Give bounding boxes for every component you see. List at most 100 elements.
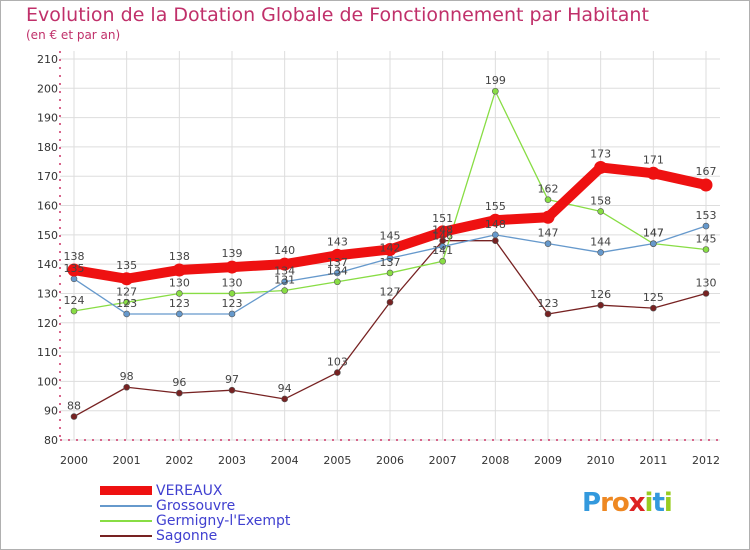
data-label: 158 [590,194,611,207]
proxiti-logo: Proxiti [582,488,673,518]
data-label: 151 [432,212,453,225]
data-label: 94 [278,382,292,395]
data-point [278,257,292,271]
data-point [650,304,657,312]
data-point [386,269,394,277]
legend-label: VEREAUX [156,483,223,499]
data-point [597,208,604,215]
data-label: 147 [643,227,664,240]
logo-letter: i [644,488,654,518]
legend-label: Germigny-l'Exempt [156,513,291,529]
data-point [386,298,394,306]
data-point [176,389,183,397]
data-point [120,272,134,286]
x-tick-label: 2007 [429,454,457,467]
data-label: 171 [643,153,664,166]
data-point [492,237,499,245]
legend-swatch [100,486,152,495]
data-label: 145 [380,230,401,243]
x-tick-label: 2008 [481,454,509,467]
logo-letter: r [600,488,613,518]
data-label: 98 [120,370,134,383]
logo-letter: o [611,488,630,518]
data-point [436,225,450,239]
data-label: 173 [590,147,611,160]
data-label: 97 [225,373,239,386]
data-point [67,263,81,277]
data-point [172,263,186,277]
data-point [123,310,130,318]
data-label: 144 [590,235,611,248]
data-label: 134 [274,265,295,278]
data-label: 131 [274,274,295,287]
y-tick-label: 120 [37,317,58,330]
x-tick-label: 2001 [113,454,141,467]
data-point [176,310,183,318]
data-label: 147 [643,227,664,240]
logo-letter: P [582,488,601,518]
data-label: 130 [169,276,190,289]
data-label: 123 [116,297,137,310]
data-point [123,383,130,391]
data-point [383,243,397,256]
chart-title: Evolution de la Dotation Globale de Fonc… [26,4,649,26]
y-tick-label: 150 [37,229,58,242]
data-label: 155 [485,200,506,213]
data-label: 135 [64,262,85,275]
data-point [597,301,604,309]
y-tick-label: 180 [37,141,58,154]
data-label: 148 [432,224,453,237]
data-point [281,395,288,403]
x-tick-label: 2004 [271,454,299,467]
y-tick-label: 90 [44,405,58,418]
data-point [544,310,552,318]
legend-swatch [100,520,152,522]
data-label: 135 [116,259,137,272]
data-point [439,257,446,265]
data-label: 153 [696,209,717,222]
data-point [544,240,552,247]
data-label: 143 [327,235,348,248]
data-point [70,307,78,315]
data-point [650,240,657,247]
y-tick-label: 210 [37,53,58,66]
logo-letter: x [628,488,646,518]
x-tick-label: 2002 [165,454,193,467]
data-point [334,269,341,277]
data-point [228,290,236,297]
data-label: 130 [222,276,243,289]
y-tick-label: 140 [37,258,58,271]
data-point [228,386,236,394]
y-tick-label: 190 [37,112,58,125]
data-label: 123 [222,297,243,310]
data-point [334,278,341,286]
data-label: 140 [274,244,295,257]
data-point [70,413,78,420]
data-point [488,213,502,227]
data-point [176,290,183,297]
data-point [597,249,604,256]
legend-label: Grossouvre [156,498,236,514]
data-label: 147 [538,227,559,240]
logo-letter: i [663,488,673,518]
data-point [330,248,344,262]
data-label: 138 [169,250,190,263]
data-label: 124 [64,294,85,307]
data-point [281,278,288,286]
data-point [594,160,608,174]
data-point [123,298,130,306]
legend-swatch [100,535,152,537]
data-point [439,243,446,250]
data-label: 148 [485,218,506,231]
data-point [225,260,239,274]
data-label: 145 [696,233,717,246]
y-tick-label: 100 [37,375,58,388]
data-label: 126 [590,288,611,301]
data-point [492,231,499,239]
data-point [544,196,552,203]
data-label: 146 [432,230,453,243]
x-tick-label: 2012 [692,454,720,467]
data-label: 127 [380,285,401,298]
data-label: 137 [327,256,348,269]
data-label: 125 [643,291,664,304]
